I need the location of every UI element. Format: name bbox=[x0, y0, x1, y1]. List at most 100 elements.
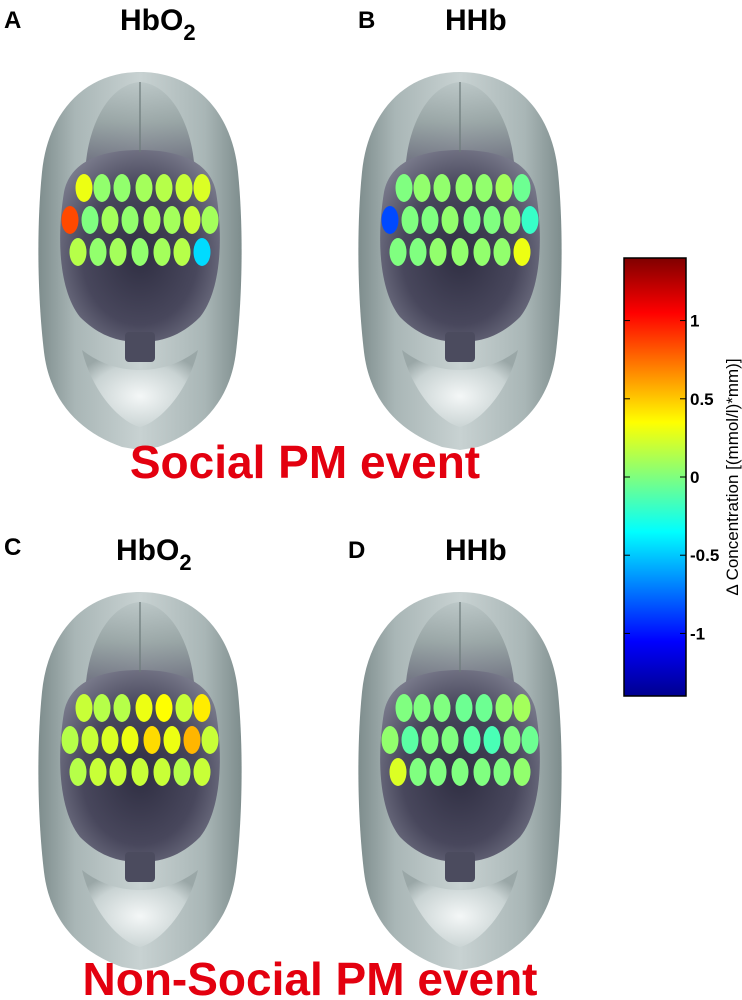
channel-22 bbox=[513, 758, 531, 786]
channel-19 bbox=[451, 238, 469, 266]
colorbar-ticks: 1 0.5 0 -0.5 -1 bbox=[624, 312, 719, 643]
channel-5 bbox=[475, 174, 493, 202]
panel-letter-c: C bbox=[4, 534, 21, 561]
panel-d bbox=[357, 591, 563, 971]
channel-14 bbox=[503, 726, 521, 754]
channel-4 bbox=[455, 694, 473, 722]
panel-letter-a: A bbox=[4, 7, 21, 34]
channel-15 bbox=[201, 206, 219, 234]
channel-20 bbox=[153, 758, 171, 786]
channel-16 bbox=[389, 238, 407, 266]
channel-13 bbox=[163, 726, 181, 754]
channel-9 bbox=[401, 206, 419, 234]
channel-17 bbox=[89, 758, 107, 786]
colorbar-tick-label: 1 bbox=[690, 312, 699, 331]
channel-12 bbox=[143, 206, 161, 234]
channel-1 bbox=[395, 174, 413, 202]
channel-17 bbox=[409, 238, 427, 266]
channel-12 bbox=[143, 726, 161, 754]
panel-title-a: HbO2 bbox=[120, 4, 196, 45]
channel-6 bbox=[495, 174, 513, 202]
panel-title-d: HHb bbox=[445, 534, 507, 567]
colorbar-tick-label: -0.5 bbox=[690, 546, 719, 565]
channel-10 bbox=[101, 206, 119, 234]
channel-7 bbox=[513, 694, 531, 722]
channel-2 bbox=[413, 694, 431, 722]
channel-18 bbox=[109, 238, 127, 266]
channel-22 bbox=[193, 758, 211, 786]
channel-7 bbox=[513, 174, 531, 202]
colorbar-gradient bbox=[623, 257, 687, 697]
channel-18 bbox=[109, 758, 127, 786]
channel-10 bbox=[421, 206, 439, 234]
channel-4 bbox=[135, 694, 153, 722]
channel-8 bbox=[61, 726, 79, 754]
panel-title-b: HHb bbox=[445, 4, 507, 37]
channel-21 bbox=[173, 758, 191, 786]
channel-17 bbox=[409, 758, 427, 786]
colorbar-tick-label: 0.5 bbox=[690, 390, 714, 409]
channel-21 bbox=[173, 238, 191, 266]
channel-15 bbox=[521, 206, 539, 234]
colorbar-label: Δ Concentration [(mmol/l)*mm)] bbox=[723, 358, 742, 595]
channel-7 bbox=[193, 174, 211, 202]
channel-12 bbox=[463, 726, 481, 754]
channel-4 bbox=[455, 174, 473, 202]
caption-non-social: Non-Social PM event bbox=[83, 953, 538, 1000]
channel-6 bbox=[175, 174, 193, 202]
channel-3 bbox=[433, 174, 451, 202]
channel-5 bbox=[155, 694, 173, 722]
colorbar-tick-label: 0 bbox=[690, 468, 699, 487]
channel-10 bbox=[101, 726, 119, 754]
channel-19 bbox=[131, 238, 149, 266]
channel-16 bbox=[69, 238, 87, 266]
channel-10 bbox=[421, 726, 439, 754]
panel-a bbox=[37, 71, 243, 451]
channel-12 bbox=[463, 206, 481, 234]
channel-16 bbox=[69, 758, 87, 786]
channel-21 bbox=[493, 238, 511, 266]
panel-title-c: HbO2 bbox=[116, 534, 192, 575]
channel-15 bbox=[201, 726, 219, 754]
panel-letter-b: B bbox=[358, 7, 375, 34]
channel-3 bbox=[433, 694, 451, 722]
channel-9 bbox=[81, 206, 99, 234]
channel-layer bbox=[381, 694, 539, 786]
channel-5 bbox=[475, 694, 493, 722]
channel-8 bbox=[381, 206, 399, 234]
channel-1 bbox=[75, 174, 93, 202]
channel-11 bbox=[121, 726, 139, 754]
channel-21 bbox=[493, 758, 511, 786]
channel-20 bbox=[153, 238, 171, 266]
panel-letter-d: D bbox=[348, 537, 365, 564]
channel-15 bbox=[521, 726, 539, 754]
channel-19 bbox=[451, 758, 469, 786]
channel-layer bbox=[61, 694, 219, 786]
channel-11 bbox=[441, 206, 459, 234]
channel-9 bbox=[401, 726, 419, 754]
channel-13 bbox=[483, 206, 501, 234]
channel-22 bbox=[193, 238, 211, 266]
channel-7 bbox=[193, 694, 211, 722]
colorbar-tick-label: -1 bbox=[690, 624, 705, 643]
channel-1 bbox=[75, 694, 93, 722]
channel-4 bbox=[135, 174, 153, 202]
channel-layer bbox=[61, 174, 219, 266]
channel-6 bbox=[495, 694, 513, 722]
channel-8 bbox=[61, 206, 79, 234]
channel-layer bbox=[381, 174, 539, 266]
channel-22 bbox=[513, 238, 531, 266]
channel-5 bbox=[155, 174, 173, 202]
channel-8 bbox=[381, 726, 399, 754]
channel-2 bbox=[93, 694, 111, 722]
channel-20 bbox=[473, 758, 491, 786]
channel-3 bbox=[113, 174, 131, 202]
channel-14 bbox=[183, 206, 201, 234]
channel-20 bbox=[473, 238, 491, 266]
channel-13 bbox=[483, 726, 501, 754]
channel-6 bbox=[175, 694, 193, 722]
channel-2 bbox=[413, 174, 431, 202]
channel-9 bbox=[81, 726, 99, 754]
channel-11 bbox=[441, 726, 459, 754]
channel-13 bbox=[163, 206, 181, 234]
